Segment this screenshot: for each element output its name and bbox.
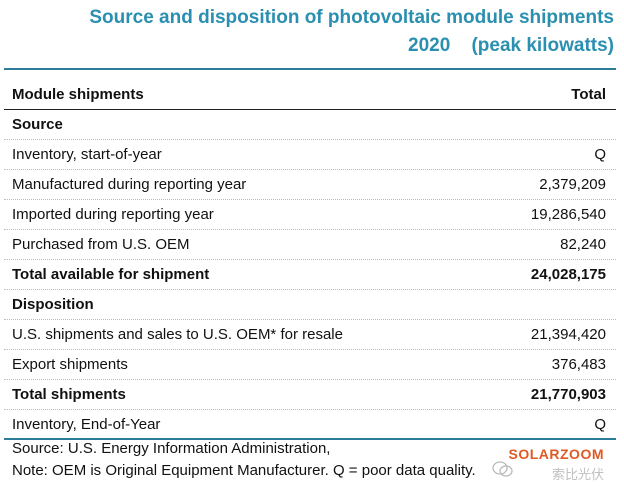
header-total: Total (571, 86, 606, 103)
row-value: 24,028,175 (530, 266, 606, 283)
row-value: Q (594, 146, 606, 163)
watermark-brand: SOLARZOOM (508, 446, 604, 462)
title-year: 2020 (408, 35, 451, 56)
wechat-icon (492, 461, 513, 477)
table-row: Inventory, start-of-year Q (4, 140, 616, 170)
row-label: Export shipments (12, 356, 128, 373)
title-line-2: 2020 (peak kilowatts) (89, 32, 614, 60)
table-row: U.S. shipments and sales to U.S. OEM* fo… (4, 320, 616, 350)
table-row: Export shipments 376,483 (4, 350, 616, 380)
table-row: Inventory, End-of-Year Q (4, 410, 616, 440)
title-units: (peak kilowatts) (471, 35, 614, 56)
table-row: Manufactured during reporting year 2,379,… (4, 170, 616, 200)
row-label: Total shipments (12, 386, 126, 403)
section-row: Disposition (4, 290, 616, 320)
row-label: Imported during reporting year (12, 206, 214, 223)
header-label: Module shipments (12, 86, 144, 103)
total-row: Total shipments 21,770,903 (4, 380, 616, 410)
table-row: Imported during reporting year 19,286,540 (4, 200, 616, 230)
row-label: U.S. shipments and sales to U.S. OEM* fo… (12, 326, 343, 343)
row-value: 21,770,903 (530, 386, 606, 403)
row-label: Disposition (12, 296, 94, 313)
footer-source: Source: U.S. Energy Information Administ… (12, 440, 331, 457)
row-value: 21,394,420 (530, 326, 606, 343)
table-title: Source and disposition of photovoltaic m… (89, 4, 614, 60)
row-value: 376,483 (551, 356, 606, 373)
row-label: Inventory, End-of-Year (12, 415, 161, 433)
row-label: Total available for shipment (12, 266, 210, 283)
row-label: Source (12, 116, 63, 133)
row-value: 19,286,540 (530, 206, 606, 223)
section-row: Source (4, 110, 616, 140)
row-value: 82,240 (560, 236, 606, 253)
row-label: Purchased from U.S. OEM (12, 236, 190, 253)
table-row: Purchased from U.S. OEM 82,240 (4, 230, 616, 260)
table-header-row: Module shipments Total (4, 80, 616, 110)
shipments-table: Module shipments Total Source Inventory, … (4, 68, 616, 440)
footer-note: Note: OEM is Original Equipment Manufact… (12, 462, 476, 479)
row-value: Q (594, 415, 606, 433)
row-label: Manufactured during reporting year (12, 176, 247, 193)
total-row: Total available for shipment 24,028,175 (4, 260, 616, 290)
watermark: SOLARZOOM 索比光伏 (484, 446, 604, 482)
row-value: 2,379,209 (539, 176, 606, 193)
watermark-cn: 索比光伏 (551, 467, 604, 482)
row-label: Inventory, start-of-year (12, 146, 162, 163)
title-line-1: Source and disposition of photovoltaic m… (89, 7, 614, 28)
